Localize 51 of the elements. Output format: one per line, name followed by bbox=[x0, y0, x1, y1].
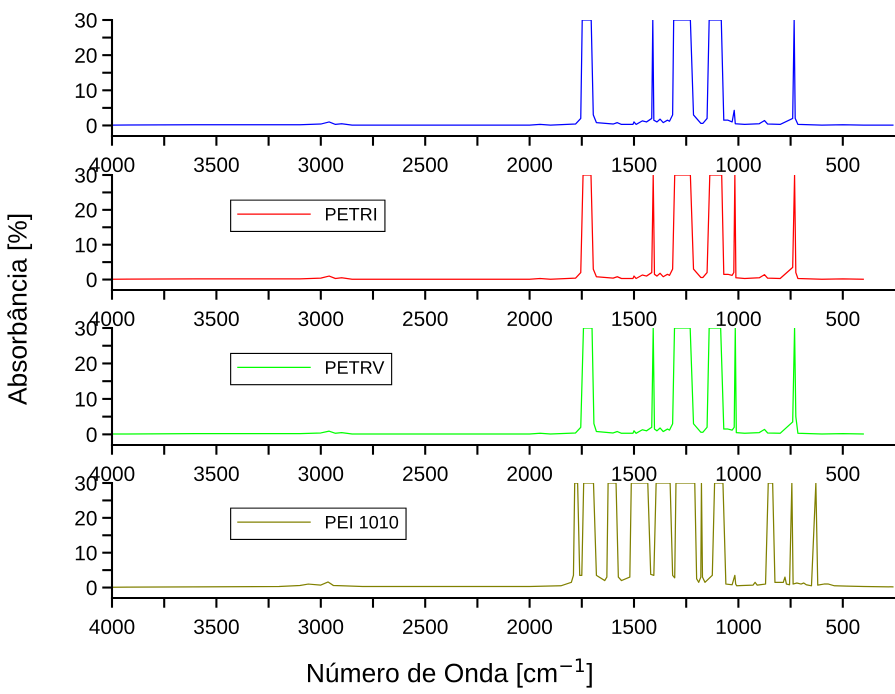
x-tick-label: 1500 bbox=[612, 466, 656, 482]
y-tick-label: 0 bbox=[86, 427, 97, 442]
legend-label: PETRI bbox=[326, 208, 376, 220]
x-tick-label: 1500 bbox=[612, 157, 656, 172]
y-tick-label: 20 bbox=[75, 356, 97, 372]
y-tick-label: 30 bbox=[75, 13, 97, 28]
y-tick-label: 0 bbox=[86, 580, 97, 596]
line-series bbox=[112, 175, 864, 280]
x-tick-label: 2500 bbox=[403, 311, 448, 326]
x-tick-label: 500 bbox=[826, 619, 860, 634]
x-tick-label: 3000 bbox=[298, 311, 344, 326]
line-series bbox=[112, 328, 864, 435]
y-axis-title: Absorbância [%] bbox=[7, 214, 32, 406]
y-tick-label: 10 bbox=[76, 392, 97, 407]
x-tick-label: 500 bbox=[826, 157, 860, 172]
y-tick-label: 0 bbox=[86, 118, 97, 134]
x-tick-label: 3500 bbox=[194, 466, 239, 482]
y-tick-label: 20 bbox=[75, 202, 97, 218]
legend-label: PETRV bbox=[326, 361, 384, 374]
x-tick-label: 2000 bbox=[507, 157, 552, 172]
x-tick-label: 2500 bbox=[403, 466, 448, 482]
y-tick-label: 10 bbox=[76, 83, 97, 98]
x-tick-label: 3500 bbox=[194, 311, 239, 326]
x-tick-label: 2000 bbox=[507, 466, 552, 482]
y-tick-label: 10 bbox=[76, 546, 97, 560]
x-tick-label: 3500 bbox=[194, 619, 239, 634]
x-tick-label: 500 bbox=[826, 466, 860, 482]
x-tick-label: 500 bbox=[826, 311, 860, 326]
x-tick-label: 1500 bbox=[612, 619, 656, 634]
x-tick-label: 1000 bbox=[716, 466, 761, 482]
x-tick-label: 2500 bbox=[403, 157, 448, 172]
line-series bbox=[112, 20, 894, 126]
x-tick-label: 2500 bbox=[403, 619, 448, 634]
y-tick-label: 20 bbox=[75, 510, 97, 526]
y-tick-label: 10 bbox=[76, 238, 97, 252]
x-tick-label: 3000 bbox=[298, 157, 344, 172]
x-tick-label: 1500 bbox=[612, 311, 656, 326]
x-tick-label: 3500 bbox=[194, 157, 239, 172]
x-tick-label: 2000 bbox=[507, 311, 552, 326]
y-tick-label: 20 bbox=[75, 48, 97, 63]
x-tick-label: 2000 bbox=[507, 619, 552, 634]
y-tick-label: 0 bbox=[86, 272, 97, 288]
x-tick-label: 1000 bbox=[716, 311, 761, 326]
x-tick-label: 3000 bbox=[298, 619, 344, 634]
x-tick-label: 3000 bbox=[298, 466, 344, 482]
x-axis-title: Número de Onda [cm$^{−1}$] bbox=[308, 658, 592, 688]
x-tick-label: 1000 bbox=[716, 619, 761, 634]
x-tick-label: 1000 bbox=[716, 157, 761, 172]
x-tick-label: 4000 bbox=[89, 619, 134, 634]
legend-label: PEI 1010 bbox=[326, 516, 398, 529]
line-series bbox=[112, 483, 894, 588]
